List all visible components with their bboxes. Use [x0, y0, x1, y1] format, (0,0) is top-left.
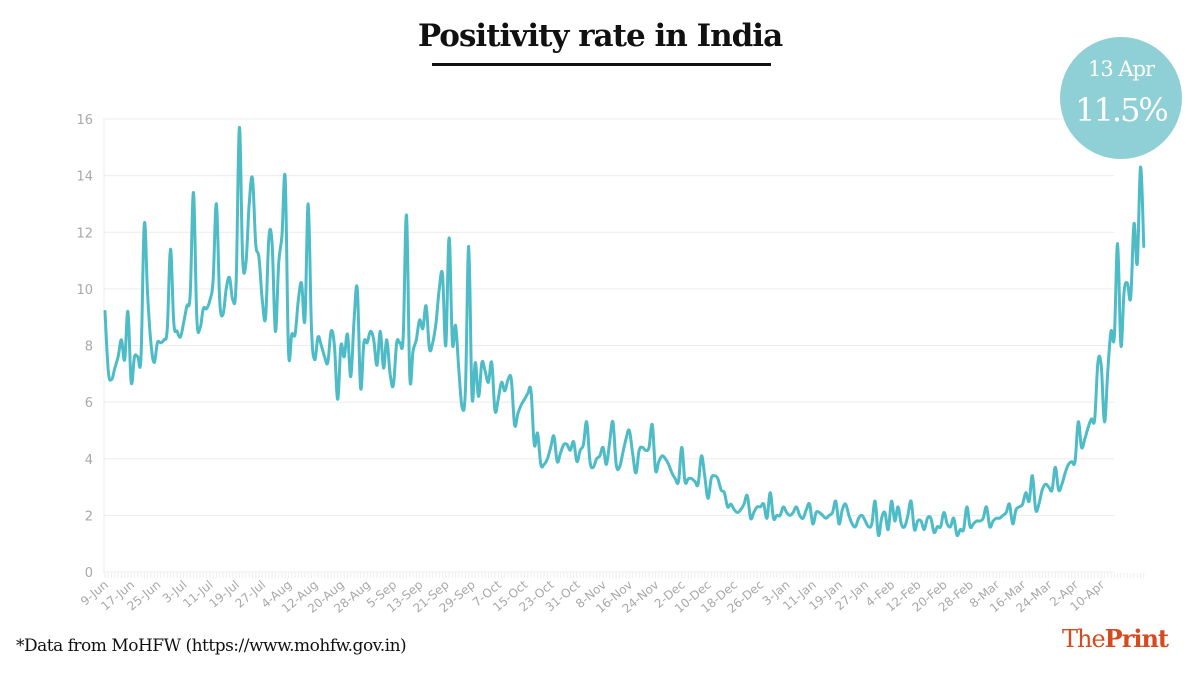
- y-tick-label: 16: [76, 113, 93, 128]
- y-tick-label: 12: [76, 226, 93, 241]
- latest-value-badge: 13 Apr 11.5%: [1060, 37, 1182, 159]
- y-tick-label: 10: [76, 283, 93, 298]
- badge-value: 11.5%: [1075, 91, 1169, 129]
- y-tick-label: 8: [85, 340, 93, 355]
- chart-title: Positivity rate in India: [417, 18, 783, 54]
- y-tick-label: 6: [85, 396, 93, 411]
- y-tick-label: 14: [76, 170, 93, 185]
- title-underline: [432, 63, 771, 66]
- y-tick-label: 4: [85, 453, 93, 468]
- x-axis-ticks: 9-Jun17-Jun25-Jun3-Jul11-Jul19-Jul27-Jul…: [78, 577, 1107, 616]
- y-tick-label: 0: [85, 566, 93, 581]
- y-tick-label: 2: [85, 509, 93, 524]
- brand-prefix: The: [1062, 625, 1106, 653]
- badge-date: 13 Apr: [1087, 57, 1155, 81]
- source-note: *Data from MoHFW (https://www.mohfw.gov.…: [16, 636, 407, 656]
- x-axis-minor-ticks: [104, 573, 1145, 578]
- brand-logo: ThePrint: [1062, 624, 1169, 653]
- y-axis-ticks: 0 2 4 6 8 10 12 14 16: [76, 113, 93, 581]
- gridlines: [103, 118, 1114, 573]
- series-line-positivity-rate: [103, 125, 1146, 538]
- brand-suffix: Print: [1104, 624, 1169, 653]
